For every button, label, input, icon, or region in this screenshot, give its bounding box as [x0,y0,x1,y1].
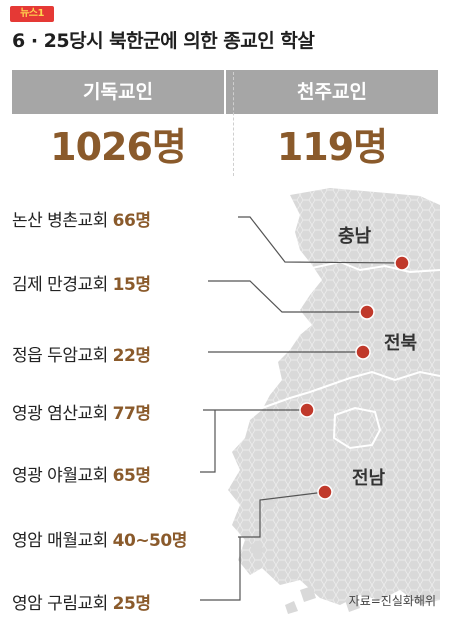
church-count: 15명 [112,275,151,295]
leader-line-6 [238,491,326,538]
church-name: 영광 염산교회 [12,404,108,424]
leader-line-2 [208,280,367,313]
church-item: 영광 염산교회 77명 [12,399,151,424]
news-logo: 뉴스1 [10,6,54,22]
region-label-jeonbuk: 전북 [384,333,418,354]
church-item: 정읍 두암교회 22명 [12,341,151,366]
church-item: 김제 만경교회 15명 [12,270,151,295]
marker-yeomsan [299,402,315,418]
stats-panel: 기독교인 천주교인 1026명 119명 [12,70,438,180]
church-count: 65명 [112,466,151,486]
church-count: 40~50명 [112,531,188,551]
stat-value-catholic: 119명 [276,125,388,169]
marker-mangyeong [359,304,375,320]
church-name: 정읍 두암교회 [12,346,108,366]
church-count: 22명 [112,346,151,366]
marker-byeongchon [394,255,410,271]
church-item: 영암 매월교회 40~50명 [12,526,187,551]
church-name: 김제 만경교회 [12,275,108,295]
church-item: 영암 구림교회 25명 [12,589,151,614]
church-count: 25명 [112,594,151,614]
church-name: 논산 병촌교회 [12,211,108,231]
border-gwangju [332,406,382,450]
map-islands [250,496,360,614]
marker-maewol [317,484,333,500]
stat-value-protestant: 1026명 [50,125,187,169]
leader-line-1 [238,216,403,264]
church-item: 논산 병촌교회 66명 [12,206,151,231]
region-label-jeonnam: 전남 [352,468,386,489]
border-jeonbuk-jeonnam [261,370,441,409]
church-count: 66명 [112,211,151,231]
church-name: 영암 구림교회 [12,594,108,614]
stat-label-catholic: 천주교인 [226,70,438,114]
church-name: 영암 매월교회 [12,531,108,551]
source-note: 자료=진실화해위 [348,594,436,608]
church-name: 영광 야월교회 [12,466,108,486]
church-item: 영광 야월교회 65명 [12,461,151,486]
leader-line-67-join [200,537,241,601]
stat-label-protestant: 기독교인 [12,70,224,114]
region-label-chungnam: 충남 [338,226,372,247]
marker-duam [355,344,371,360]
stat-divider [233,72,234,176]
leader-line-45-join [200,410,216,473]
church-count: 77명 [112,404,151,424]
page-title: 6 · 25당시 북한군에 의한 종교인 학살 [12,30,315,52]
